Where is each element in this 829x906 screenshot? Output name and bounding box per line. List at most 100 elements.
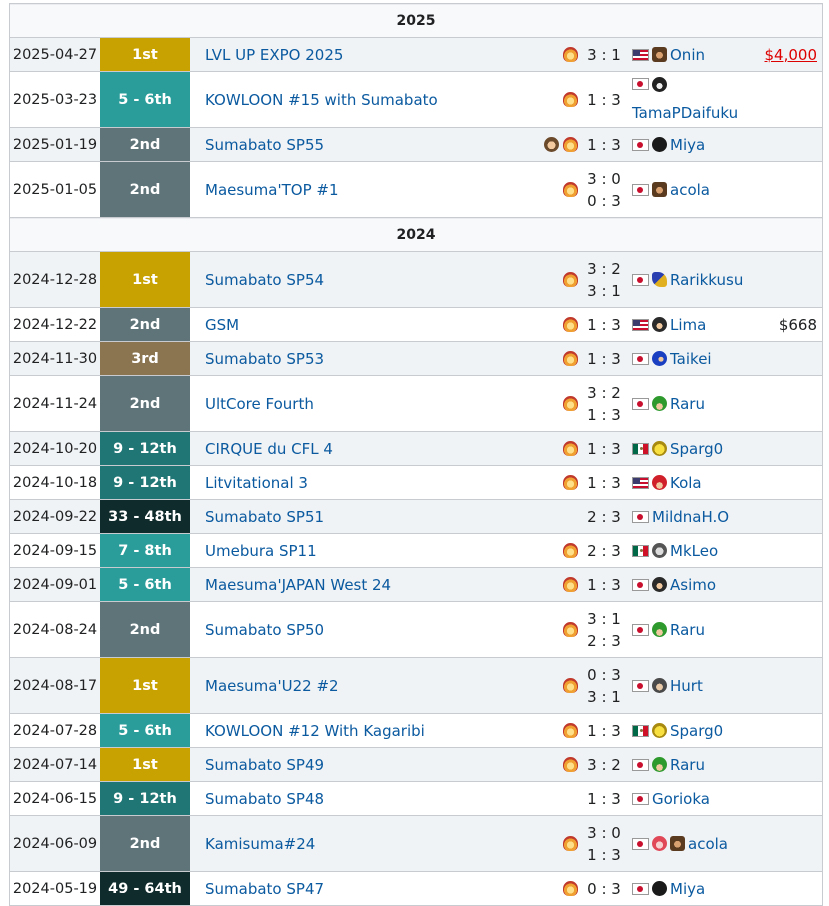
date-cell: 2024-11-24	[12, 395, 98, 412]
fire-character-icon	[563, 272, 578, 287]
prize-value[interactable]: $4,000	[764, 45, 818, 64]
event-link[interactable]: Maesuma'TOP #1	[205, 180, 339, 199]
score: 1 : 3	[587, 473, 621, 492]
event-link[interactable]: UltCore Fourth	[205, 394, 314, 413]
date-cell: 2024-09-22	[12, 508, 98, 525]
opponent-link[interactable]: Raru	[670, 394, 705, 413]
jp-flag-icon	[632, 397, 649, 410]
character-cell	[516, 38, 582, 71]
event-link[interactable]: Sumabato SP48	[205, 789, 325, 808]
date-cell: 2024-09-15	[12, 542, 98, 559]
fire-character-icon	[563, 92, 578, 107]
opponent-link[interactable]: Lima	[670, 315, 707, 334]
opponent-link[interactable]: acola	[688, 834, 728, 853]
opponent-link[interactable]: Onin	[670, 45, 705, 64]
opponent-link[interactable]: Sparg0	[670, 439, 724, 458]
opponent-link[interactable]: TamaPDaifuku	[632, 104, 739, 123]
event-link[interactable]: Litvitational 3	[205, 473, 308, 492]
brown-character-icon	[670, 836, 685, 851]
placement-cell: 1st	[100, 658, 190, 713]
jp-flag-icon	[632, 837, 649, 850]
placement-cell: 1st	[100, 748, 190, 781]
placement-cell: 2nd	[100, 376, 190, 431]
opponent-link[interactable]: MkLeo	[670, 541, 719, 560]
event-link[interactable]: Sumabato SP54	[205, 270, 325, 289]
prize-cell	[756, 466, 822, 499]
event-link[interactable]: Maesuma'JAPAN West 24	[205, 575, 392, 594]
prize-cell	[756, 568, 822, 601]
placement-cell: 5 - 6th	[100, 568, 190, 601]
date-cell: 2024-12-28	[12, 271, 98, 288]
opponent-cell: Gorioka	[626, 782, 756, 815]
event-link[interactable]: Sumabato SP50	[205, 620, 325, 639]
character-cell	[516, 816, 582, 871]
placement-cell: 5 - 6th	[100, 714, 190, 747]
opponent-link[interactable]: Hurt	[670, 676, 703, 695]
score-cell: 3 : 0 1 : 3	[582, 816, 626, 871]
score: 3 : 0	[587, 823, 621, 842]
opponent-link[interactable]: Kola	[670, 473, 702, 492]
prize-cell	[756, 162, 822, 217]
date-cell: 2024-09-01	[12, 576, 98, 593]
placement-cell: 7 - 8th	[100, 534, 190, 567]
event-link[interactable]: Kamisuma#24	[205, 834, 316, 853]
pika-character-icon	[652, 723, 667, 738]
opponent-link[interactable]: acola	[670, 180, 710, 199]
opponent-link[interactable]: Gorioka	[652, 789, 710, 808]
score: 0 : 3	[587, 665, 621, 684]
table-row: 2024-09-01 5 - 6th Maesuma'JAPAN West 24 1 …	[10, 568, 822, 602]
event-link[interactable]: Maesuma'U22 #2	[205, 676, 339, 695]
table-row: 2024-12-22 2nd GSM 1 : 3 Lima $668	[10, 308, 822, 342]
event-link[interactable]: Sumabato SP49	[205, 755, 325, 774]
event-link[interactable]: CIRQUE du CFL 4	[205, 439, 333, 458]
table-row: 2025-01-05 2nd Maesuma'TOP #1 3 : 0 0 : 3 aco…	[10, 162, 822, 218]
opponent-link[interactable]: Miya	[670, 879, 706, 898]
opponent-link[interactable]: MildnaH.O	[652, 507, 730, 526]
event-link[interactable]: Sumabato SP55	[205, 135, 325, 154]
event-link[interactable]: Umebura SP11	[205, 541, 317, 560]
opponent-cell: acola	[626, 816, 756, 871]
prize-cell	[756, 252, 822, 307]
placement-cell: 3rd	[100, 342, 190, 375]
score-cell: 1 : 3	[582, 782, 626, 815]
score-cell: 1 : 3	[582, 72, 626, 127]
prize-value: $668	[778, 315, 817, 334]
opponent-cell: Kola	[626, 466, 756, 499]
table-row: 2024-10-18 9 - 12th Litvitational 3 1 : 3 Ko…	[10, 466, 822, 500]
prize-cell	[756, 658, 822, 713]
event-link[interactable]: LVL UP EXPO 2025	[205, 45, 344, 64]
results-table: 2025 2025-04-27 1st LVL UP EXPO 2025 3 : 1 On…	[9, 3, 823, 906]
opponent-cell: Sparg0	[626, 432, 756, 465]
score: 3 : 2	[587, 755, 621, 774]
opponent-link[interactable]: Asimo	[670, 575, 717, 594]
opponent-cell: MkLeo	[626, 534, 756, 567]
event-link[interactable]: GSM	[205, 315, 240, 334]
prize-cell	[756, 872, 822, 905]
score-cell: 3 : 0 0 : 3	[582, 162, 626, 217]
score: 3 : 1	[587, 281, 621, 300]
score: 3 : 2	[587, 383, 621, 402]
event-link[interactable]: KOWLOON #15 with Sumabato	[205, 90, 438, 109]
opponent-cell: MildnaH.O	[626, 500, 756, 533]
opponent-link[interactable]: Raru	[670, 755, 705, 774]
opponent-cell: Taikei	[626, 342, 756, 375]
opponent-link[interactable]: Miya	[670, 135, 706, 154]
event-link[interactable]: Sumabato SP47	[205, 879, 325, 898]
opponent-link[interactable]: Rarikkusu	[670, 270, 744, 289]
table-row: 2024-07-14 1st Sumabato SP49 3 : 2 Raru	[10, 748, 822, 782]
opponent-link[interactable]: Sparg0	[670, 721, 724, 740]
opponent-cell: TamaPDaifuku	[626, 72, 756, 127]
event-link[interactable]: Sumabato SP53	[205, 349, 325, 368]
table-row: 2024-11-24 2nd UltCore Fourth 3 : 2 1 : 3 Rar…	[10, 376, 822, 432]
jp-flag-icon	[632, 792, 649, 805]
opponent-link[interactable]: Taikei	[670, 349, 712, 368]
event-link[interactable]: KOWLOON #12 With Kagaribi	[205, 721, 425, 740]
event-link[interactable]: Sumabato SP51	[205, 507, 325, 526]
fire-character-icon	[563, 836, 578, 851]
prize-cell: $4,000	[756, 38, 822, 71]
fire-character-icon	[563, 351, 578, 366]
hurt-character-icon	[652, 678, 667, 693]
opponent-link[interactable]: Raru	[670, 620, 705, 639]
table-row: 2024-06-15 9 - 12th Sumabato SP48 1 : 3 Gori…	[10, 782, 822, 816]
falco-character-icon	[652, 272, 667, 287]
